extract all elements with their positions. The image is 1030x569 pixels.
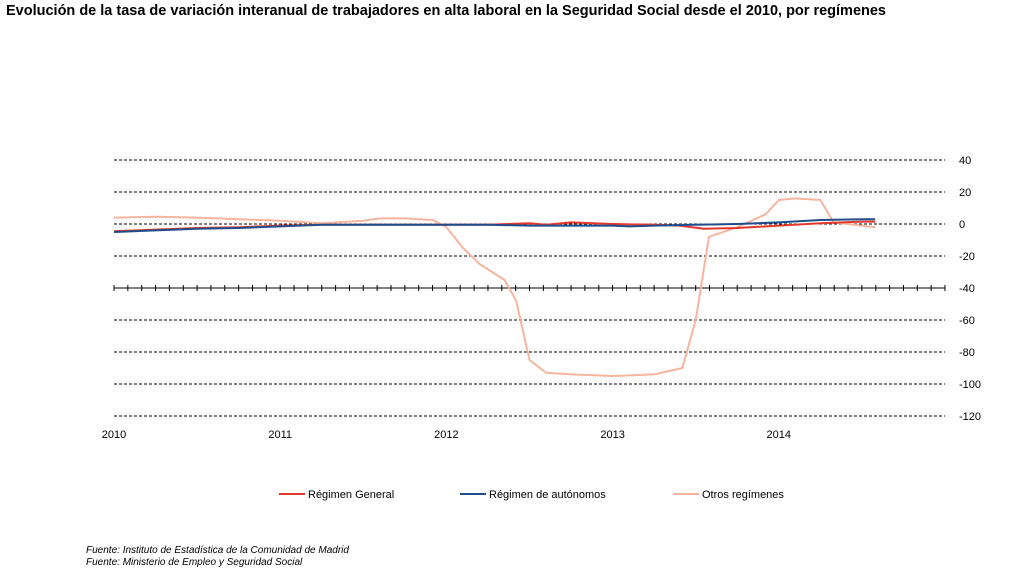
y-tick-label: -60 xyxy=(959,315,975,327)
y-tick-label: -20 xyxy=(959,251,975,263)
y-tick-label: -100 xyxy=(959,379,981,391)
legend-label-0: Régimen General xyxy=(308,489,394,501)
x-axis-ticks: 2010 2011 2012 2013 2014 xyxy=(102,429,791,441)
legend-label-1: Régimen de autónomos xyxy=(489,489,606,501)
source-note-2: Fuente: Ministerio de Empleo y Seguridad… xyxy=(86,557,303,568)
source-note-1: Fuente: Instituto de Estadística de la C… xyxy=(86,545,349,556)
legend-label-2: Otros regímenes xyxy=(702,489,784,501)
x-tick-label: 2014 xyxy=(767,429,791,441)
x-tick-label: 2012 xyxy=(434,429,458,441)
series-layer xyxy=(113,197,876,377)
y-tick-label: 0 xyxy=(959,219,965,231)
legend: Régimen General Régimen de autónomos Otros… xyxy=(279,489,784,501)
chart-title: Evolución de la tasa de variación intera… xyxy=(6,3,886,19)
x-axis xyxy=(113,285,946,291)
y-tick-label: 20 xyxy=(959,187,971,199)
y-tick-label: -40 xyxy=(959,283,975,295)
y-tick-label: -80 xyxy=(959,347,975,359)
y-tick-label: 40 xyxy=(959,155,971,167)
x-tick-label: 2010 xyxy=(102,429,126,441)
y-axis-ticks: 40 20 0 -20 -40 -60 -80 -100 -120 xyxy=(959,155,981,423)
x-tick-label: 2011 xyxy=(268,429,292,441)
y-tick-label: -120 xyxy=(959,411,981,423)
x-tick-label: 2013 xyxy=(600,429,624,441)
series-line-2 xyxy=(113,197,876,377)
series-line-1 xyxy=(113,218,876,233)
